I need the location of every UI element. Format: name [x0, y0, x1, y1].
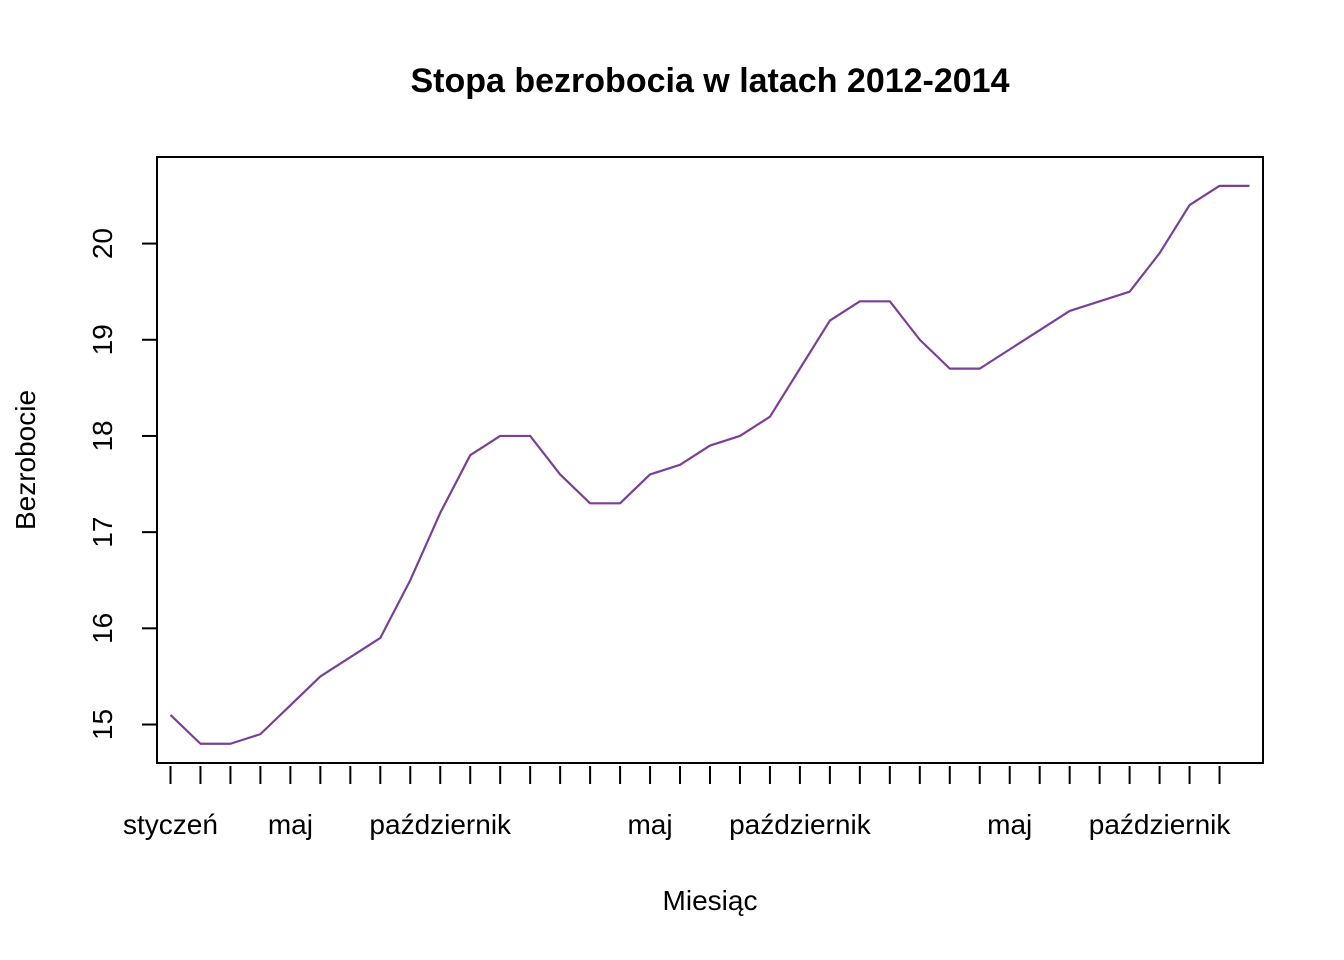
y-axis: 15 16 17 18 19 20 [87, 228, 158, 740]
chart-title: Stopa bezrobocia w latach 2012-2014 [410, 62, 1009, 100]
x-tick-label: styczeń [123, 809, 218, 840]
x-axis: styczeń maj październik maj październik maj pa… [123, 766, 1231, 840]
y-tick-label: 17 [87, 517, 118, 548]
x-tick-label: maj [987, 809, 1032, 840]
y-tick-label: 20 [87, 228, 118, 259]
y-tick-label: 16 [87, 613, 118, 644]
x-tick-label: maj [627, 809, 672, 840]
x-tick-label: październik [1089, 809, 1232, 840]
plot-frame [156, 156, 1264, 764]
x-tick-label: maj [268, 809, 313, 840]
x-axis-label: Miesiąc [663, 885, 758, 916]
y-tick-label: 19 [87, 324, 118, 355]
series-layer [169, 184, 1250, 745]
y-axis-label: Bezrobocie [10, 390, 41, 530]
x-tick-label: październik [369, 809, 512, 840]
x-tick-label: październik [729, 809, 872, 840]
y-tick-label: 15 [87, 709, 118, 740]
series-line-0 [169, 184, 1250, 745]
y-tick-label: 18 [87, 420, 118, 451]
